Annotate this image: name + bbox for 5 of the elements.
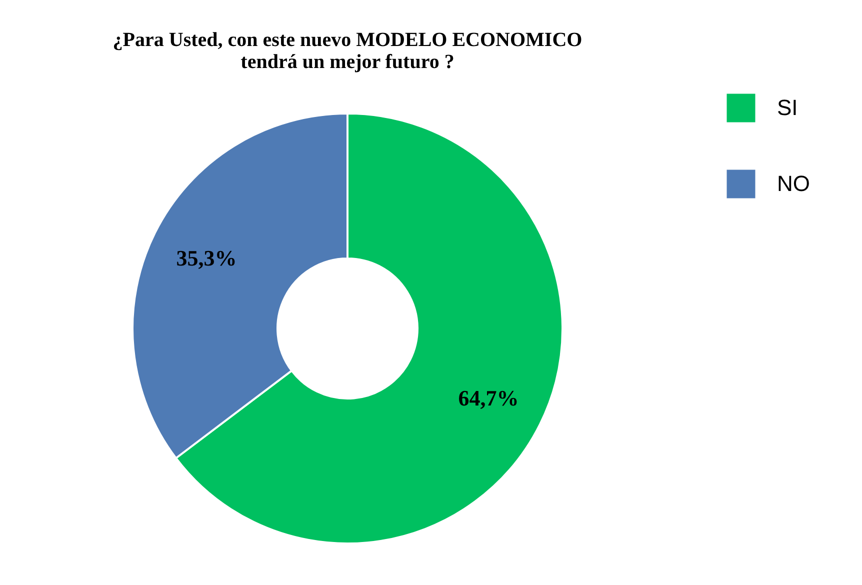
data-label: 64,7% — [458, 386, 519, 411]
chart-title: ¿Para Usted, con este nuevo MODELO ECONOMICO tendrá un mejor futuro ? — [112, 29, 582, 73]
data-label: 35,3% — [176, 245, 237, 270]
legend-label: NO — [777, 171, 810, 196]
legend-label: SI — [777, 95, 798, 120]
